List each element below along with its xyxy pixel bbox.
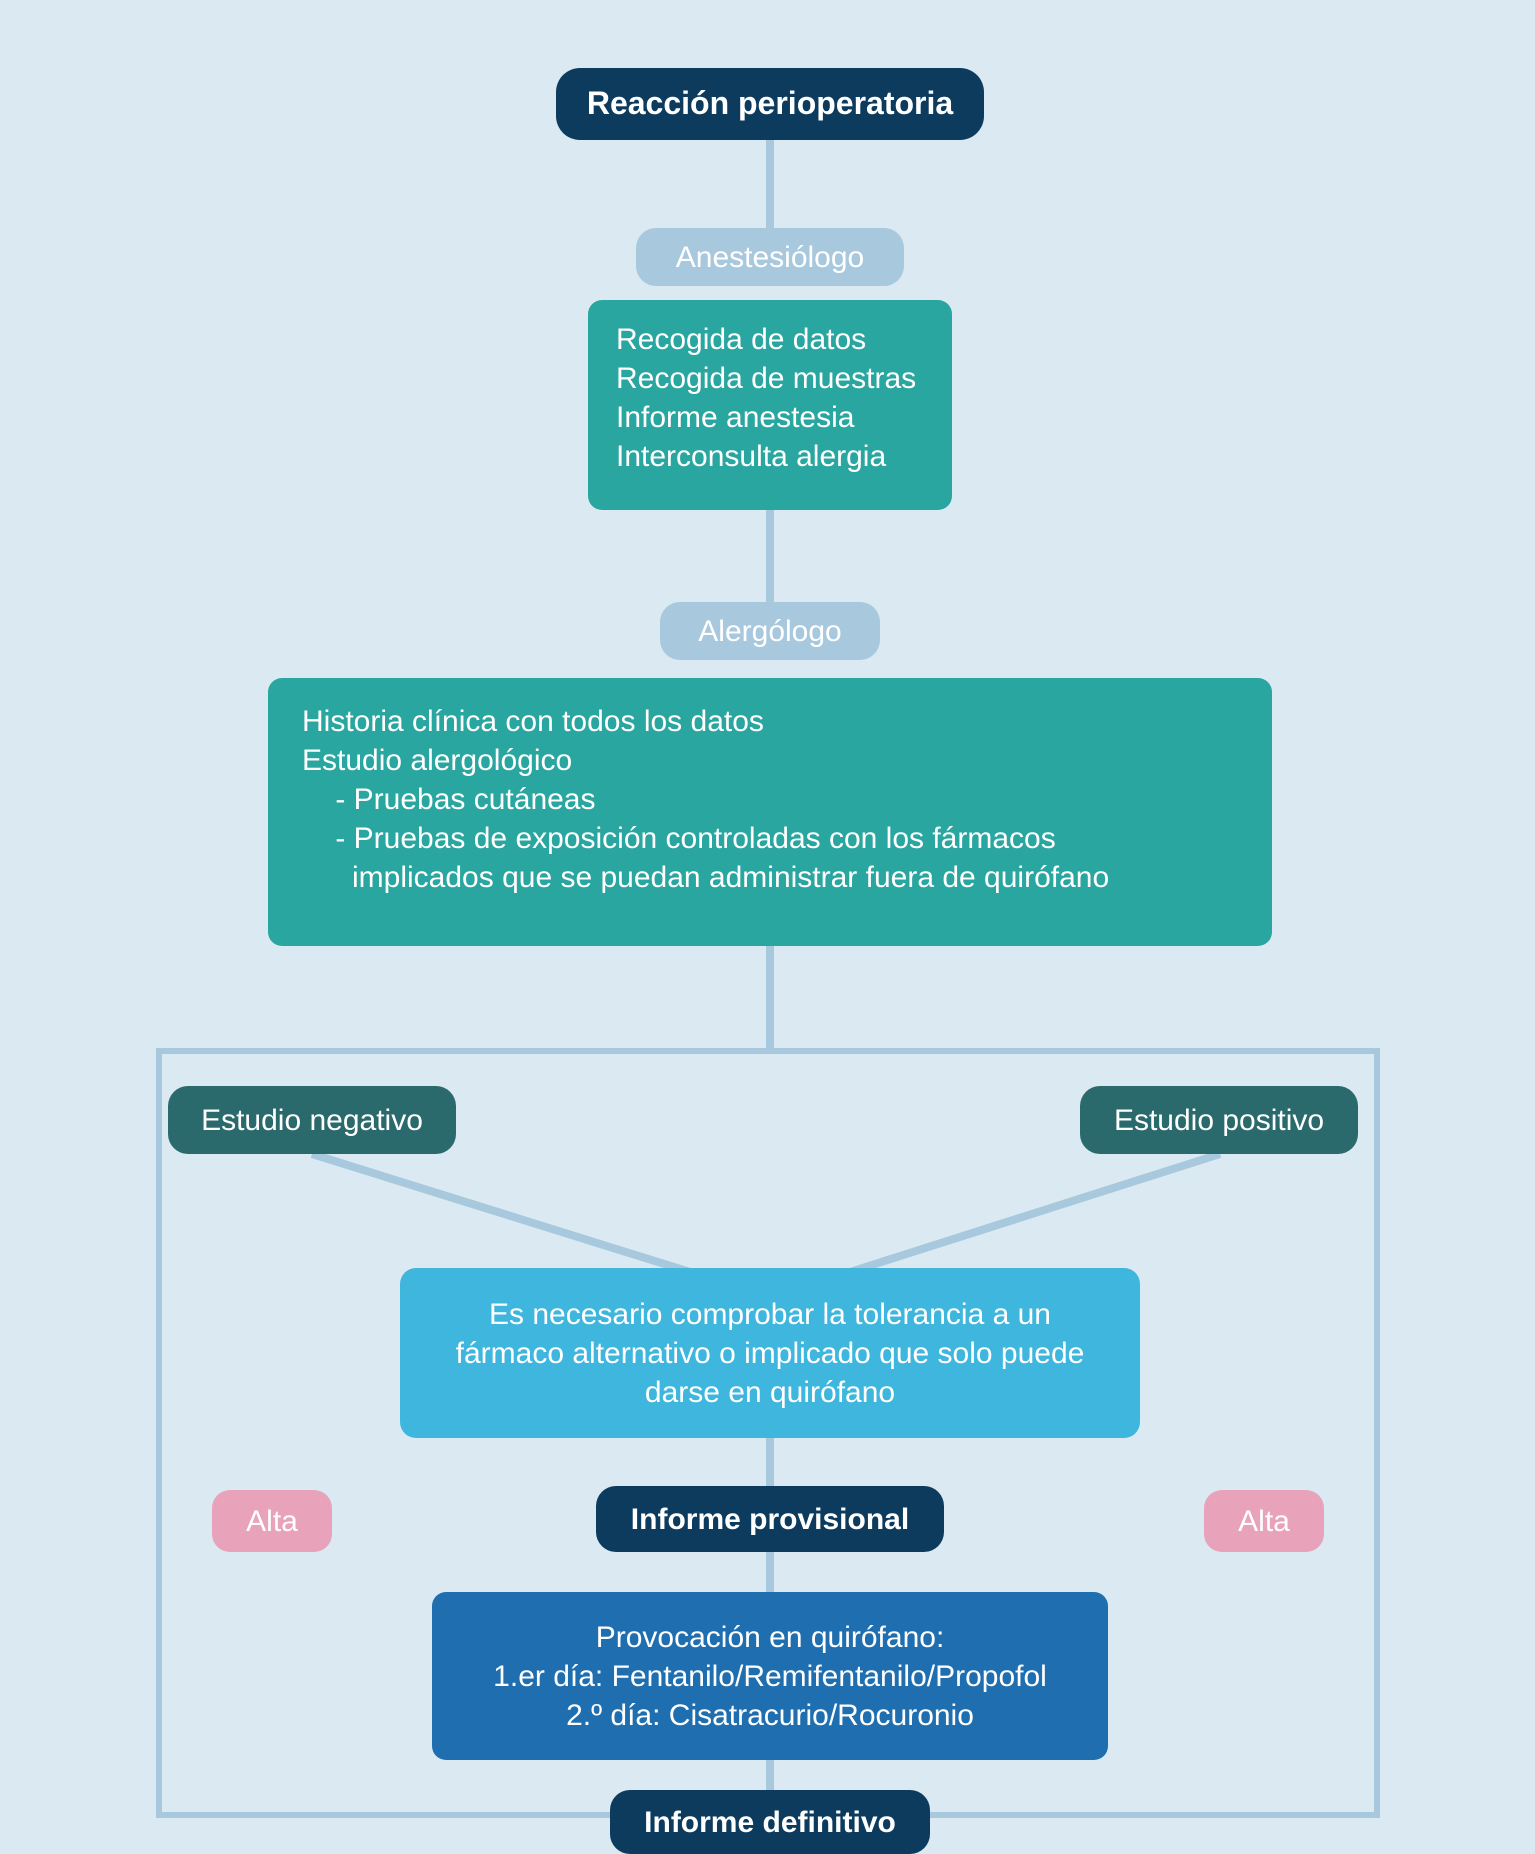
role-label: Alergólogo <box>698 612 841 651</box>
study-positive-node: Estudio positivo <box>1080 1086 1358 1154</box>
anesthesiologist-tasks-box: Recogida de datosRecogida de muestrasInf… <box>588 300 952 510</box>
task-lines: Historia clínica con todos los datosEstu… <box>302 702 1109 897</box>
connector <box>766 946 774 1054</box>
connector <box>766 508 774 606</box>
study-negative-node: Estudio negativo <box>168 1086 456 1154</box>
role-anesthesiologist: Anestesiólogo <box>636 228 904 286</box>
node-label: Alta <box>246 1502 298 1541</box>
node-label: Informe definitivo <box>644 1803 896 1842</box>
provisional-report-node: Informe provisional <box>596 1486 944 1552</box>
start-node: Reacción perioperatoria <box>556 68 984 140</box>
start-label: Reacción perioperatoria <box>587 83 953 125</box>
provocation-lines: Provocación en quirófano:1.er día: Fenta… <box>493 1618 1047 1735</box>
node-label: Informe provisional <box>631 1500 909 1539</box>
node-label: Alta <box>1238 1502 1290 1541</box>
connector <box>766 1436 774 1488</box>
discharge-right: Alta <box>1204 1490 1324 1552</box>
connector <box>766 140 774 230</box>
connector <box>766 1552 774 1594</box>
definitive-report-node: Informe definitivo <box>610 1790 930 1854</box>
tolerance-lines: Es necesario comprobar la tolerancia a u… <box>456 1295 1085 1412</box>
node-label: Estudio positivo <box>1114 1101 1324 1140</box>
role-allergist: Alergólogo <box>660 602 880 660</box>
tolerance-check-box: Es necesario comprobar la tolerancia a u… <box>400 1268 1140 1438</box>
provocation-box: Provocación en quirófano:1.er día: Fenta… <box>432 1592 1108 1760</box>
allergist-tasks-box: Historia clínica con todos los datosEstu… <box>268 678 1272 946</box>
connector <box>766 1758 774 1792</box>
role-label: Anestesiólogo <box>676 238 864 277</box>
discharge-left: Alta <box>212 1490 332 1552</box>
node-label: Estudio negativo <box>201 1101 423 1140</box>
task-lines: Recogida de datosRecogida de muestrasInf… <box>616 320 916 476</box>
flowchart-canvas: Reacción perioperatoria Anestesiólogo Re… <box>0 0 1535 1854</box>
